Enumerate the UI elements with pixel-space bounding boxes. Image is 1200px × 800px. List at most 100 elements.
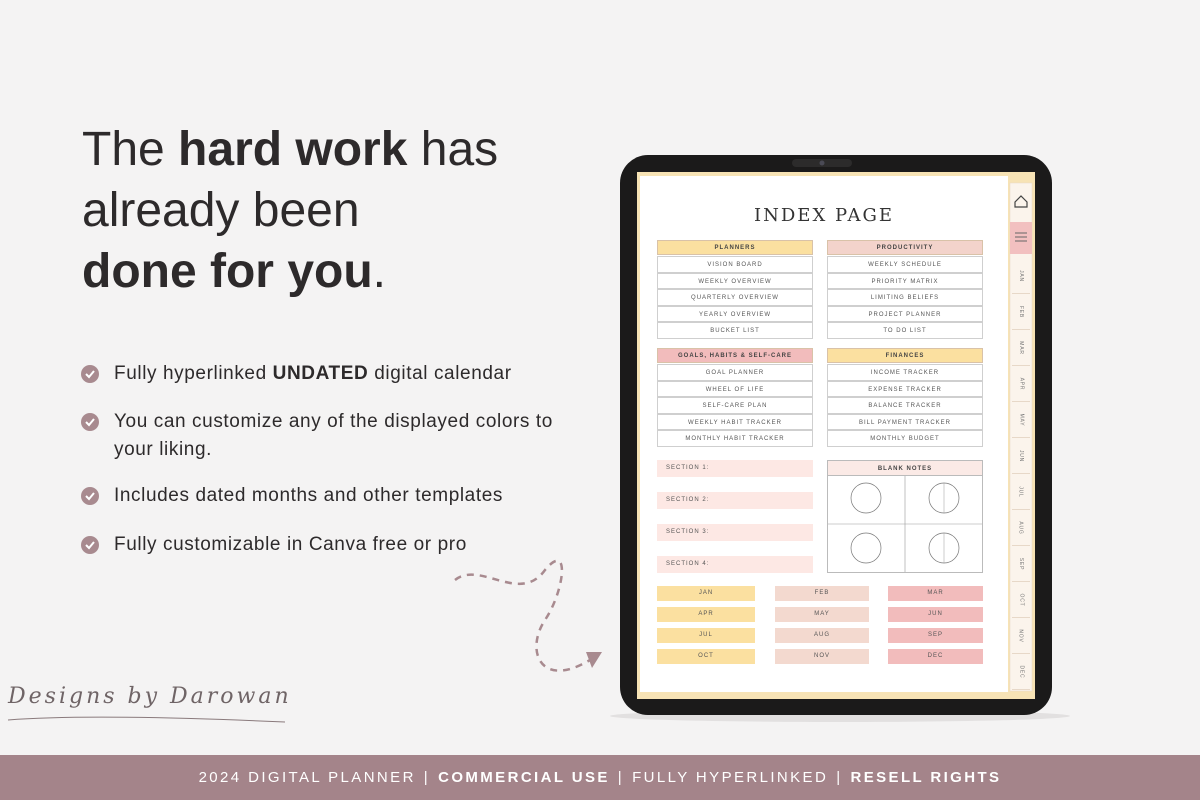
section-field: SECTION 3: (657, 524, 813, 541)
headline-line: already been (82, 180, 498, 241)
month-button: AUG (775, 628, 869, 643)
month-button: DEC (888, 649, 983, 664)
check-icon (81, 365, 99, 383)
month-tab: JUN (1012, 438, 1030, 474)
feature: You can customize any of the displayed c… (114, 408, 584, 464)
month-button: JUL (657, 628, 755, 643)
month-tab: DEC (1012, 654, 1030, 690)
feature: Fully hyperlinked UNDATED digital calend… (114, 360, 584, 388)
month-button: MAR (888, 586, 983, 601)
headline-text: The (82, 123, 179, 176)
group-item: PRIORITY MATRIX (827, 272, 983, 289)
footer-text: 2024 DIGITAL PLANNER (198, 769, 416, 786)
month-tab: OCT (1012, 582, 1030, 618)
footer-text: RESELL RIGHTS (850, 769, 1002, 786)
month-button: JAN (657, 586, 755, 601)
footer-separator: | (617, 769, 625, 786)
headline-text: hard work (178, 123, 408, 176)
group-item: LIMITING BELIEFS (827, 289, 983, 306)
group-item: GOAL PLANNER (657, 364, 813, 381)
signature-underline (7, 716, 286, 723)
month-button: APR (657, 607, 755, 622)
check-mark (85, 418, 95, 427)
check-mark (85, 492, 95, 501)
group-item: SELF-CARE PLAN (657, 397, 813, 414)
planner-page (640, 176, 1008, 692)
notes-circle (850, 532, 882, 564)
footer-separator: | (836, 769, 843, 786)
headline-line: The hard work has (82, 119, 498, 180)
month-button: MAY (775, 607, 869, 622)
month-tab-text: JUN (1018, 449, 1024, 462)
month-button: SEP (888, 628, 983, 643)
month-tab: FEB (1012, 294, 1030, 330)
group-item: YEARLY OVERVIEW (657, 305, 813, 322)
menu-tab (1010, 222, 1032, 254)
section-field: SECTION 4: (657, 556, 813, 573)
group-header: FINANCES (827, 348, 983, 363)
group-item: PROJECT PLANNER (827, 305, 983, 322)
month-button: FEB (775, 586, 869, 601)
feature-text: Fully customizable in Canva free or pro (114, 534, 467, 555)
month-tab-text: NOV (1018, 628, 1024, 643)
month-tab: JAN (1012, 258, 1030, 294)
footer-text: COMMERCIAL USE (438, 769, 610, 786)
group-item: BUCKET LIST (657, 322, 813, 339)
group-item: WEEKLY SCHEDULE (827, 256, 983, 273)
dashed-arrow (454, 559, 591, 672)
month-tab-text: AUG (1018, 520, 1024, 535)
group-item: BALANCE TRACKER (827, 397, 983, 414)
month-tab-text: JUL (1017, 485, 1024, 498)
month-button: JUN (888, 607, 983, 622)
feature-text: You can customize any of the displayed c… (114, 411, 559, 460)
month-tab-text: FEB (1018, 305, 1024, 318)
headline-text: . (372, 245, 386, 298)
group-item: INCOME TRACKER (827, 364, 983, 381)
footer-separator: | (423, 769, 431, 786)
signature: Designs by Darowan (8, 684, 292, 709)
month-tab: MAY (1012, 402, 1030, 438)
headline-line: done for you. (82, 241, 498, 302)
section-field: SECTION 2: (657, 492, 813, 509)
check-icon (81, 536, 99, 554)
headline: The hard work has already been done for yo… (82, 119, 498, 302)
section-field: SECTION 1: (657, 460, 813, 477)
feature-text: Fully hyperlinked (114, 363, 273, 384)
group-header: PLANNERS (657, 240, 813, 255)
month-tab: JUL (1012, 474, 1030, 510)
group-item: QUARTERLY OVERVIEW (657, 289, 813, 306)
feature-text: UNDATED (272, 363, 369, 384)
arrow-head (586, 652, 602, 668)
group-header: PRODUCTIVITY (827, 240, 983, 255)
headline-text: already been (82, 184, 360, 237)
footer-text: FULLY HYPERLINKED (632, 769, 829, 786)
group-item: WHEEL OF LIFE (657, 380, 813, 397)
group-item: TO DO LIST (827, 322, 983, 339)
month-button: NOV (775, 649, 869, 664)
month-tab: MAR (1012, 330, 1030, 366)
index-title: INDEX PAGE (754, 205, 894, 226)
footer-band: 2024 DIGITAL PLANNER | COMMERCIAL USE | FULL… (0, 755, 1200, 800)
group-item: WEEKLY HABIT TRACKER (657, 413, 813, 430)
group-item: WEEKLY OVERVIEW (657, 272, 813, 289)
headline-text: has (407, 123, 499, 176)
notes-circle (850, 482, 882, 514)
month-tab: APR (1012, 366, 1030, 402)
month-tab-text: APR (1018, 377, 1024, 390)
month-tab: AUG (1012, 510, 1030, 546)
group-item: EXPENSE TRACKER (827, 380, 983, 397)
feature: Fully customizable in Canva free or pro (114, 531, 584, 559)
headline-text: done for you (82, 245, 373, 298)
blank-notes-header: BLANK NOTES (827, 460, 983, 476)
group-header: GOALS, HABITS & SELF-CARE (657, 348, 813, 363)
feature: Includes dated months and other template… (114, 482, 584, 510)
month-tab-text: OCT (1018, 593, 1024, 606)
check-icon (81, 413, 99, 431)
check-mark (85, 370, 95, 379)
feature-text: Includes dated months and other template… (114, 485, 503, 506)
group-item: MONTHLY HABIT TRACKER (657, 430, 813, 447)
home-icon (1014, 195, 1028, 208)
month-tab-text: MAY (1018, 413, 1024, 426)
